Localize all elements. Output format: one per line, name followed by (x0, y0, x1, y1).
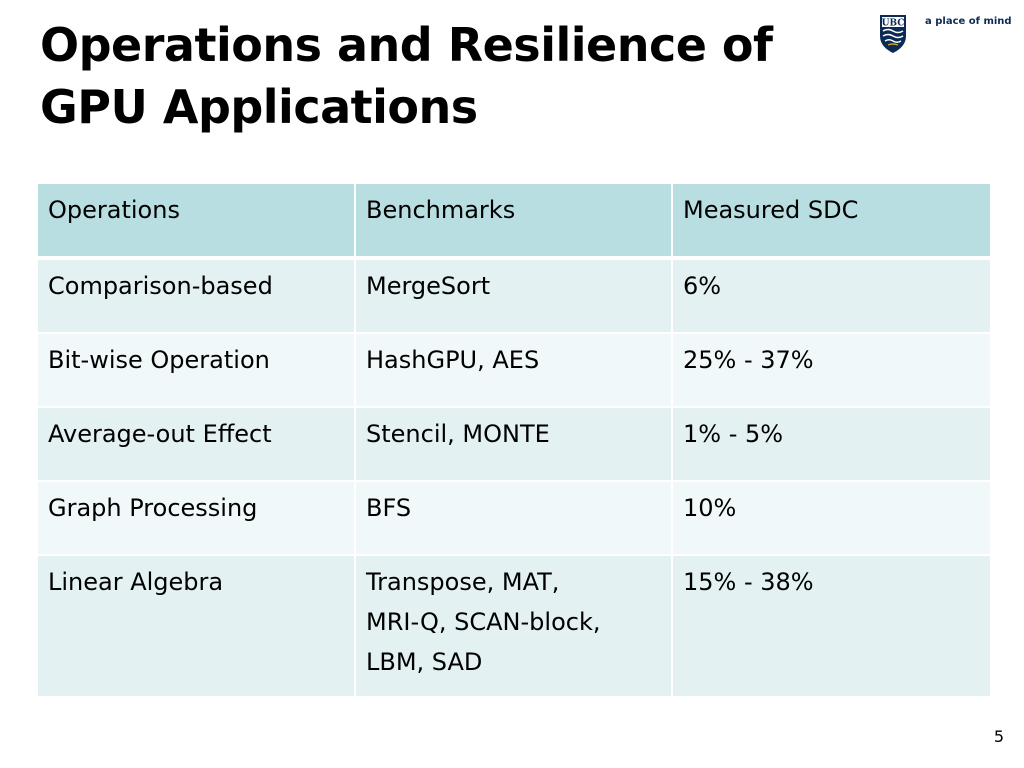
table-row: Linear Algebra Transpose, MAT, MRI-Q, SC… (38, 554, 990, 698)
benchmark-line: Stencil, MONTE (366, 420, 550, 448)
cell-operation: Graph Processing (38, 480, 356, 556)
cell-operation: Linear Algebra (38, 554, 356, 698)
benchmark-line: Transpose, MAT, (366, 568, 560, 596)
cell-operation: Average-out Effect (38, 406, 356, 482)
cell-sdc: 25% - 37% (671, 332, 990, 408)
cell-benchmarks: Stencil, MONTE (354, 406, 673, 482)
table-row: Average-out Effect Stencil, MONTE 1% - 5… (38, 406, 990, 482)
slide-title-line-1: Operations and Resilience of (40, 18, 773, 72)
header-benchmarks: Benchmarks (354, 182, 673, 260)
cell-benchmarks: BFS (354, 480, 673, 556)
page-number: 5 (993, 727, 1004, 746)
ubc-tagline: a place of mind (925, 16, 1012, 27)
benchmark-line: HashGPU, AES (366, 346, 540, 374)
operations-table: Operations Benchmarks Measured SDC Compa… (38, 182, 990, 698)
cell-operation: Comparison-based (38, 257, 356, 334)
cell-sdc: 15% - 38% (671, 554, 990, 698)
ubc-crest-text: UBC (882, 19, 905, 29)
cell-sdc: 1% - 5% (671, 406, 990, 482)
benchmark-line: MRI-Q, SCAN-block, (366, 608, 601, 636)
slide-title-line-2: GPU Applications (40, 80, 478, 134)
ubc-crest-icon: UBC (880, 15, 906, 53)
cell-benchmarks: HashGPU, AES (354, 332, 673, 408)
benchmark-line: MergeSort (366, 272, 491, 300)
benchmark-line: BFS (366, 494, 412, 522)
slide-title: Operations and Resilience of GPU Applica… (40, 14, 840, 138)
ubc-logo: UBC a place of mind (879, 14, 1012, 56)
cell-sdc: 10% (671, 480, 990, 556)
table-row: Graph Processing BFS 10% (38, 480, 990, 556)
header-measured-sdc: Measured SDC (671, 182, 990, 260)
cell-sdc: 6% (671, 257, 990, 334)
table-row: Bit-wise Operation HashGPU, AES 25% - 37… (38, 332, 990, 408)
cell-benchmarks: MergeSort (354, 257, 673, 334)
cell-benchmarks: Transpose, MAT, MRI-Q, SCAN-block, LBM, … (354, 554, 673, 698)
table-header-row: Operations Benchmarks Measured SDC (38, 182, 990, 260)
table-row: Comparison-based MergeSort 6% (38, 257, 990, 334)
cell-operation: Bit-wise Operation (38, 332, 356, 408)
header-operations: Operations (38, 182, 356, 260)
benchmark-line: LBM, SAD (366, 648, 483, 676)
